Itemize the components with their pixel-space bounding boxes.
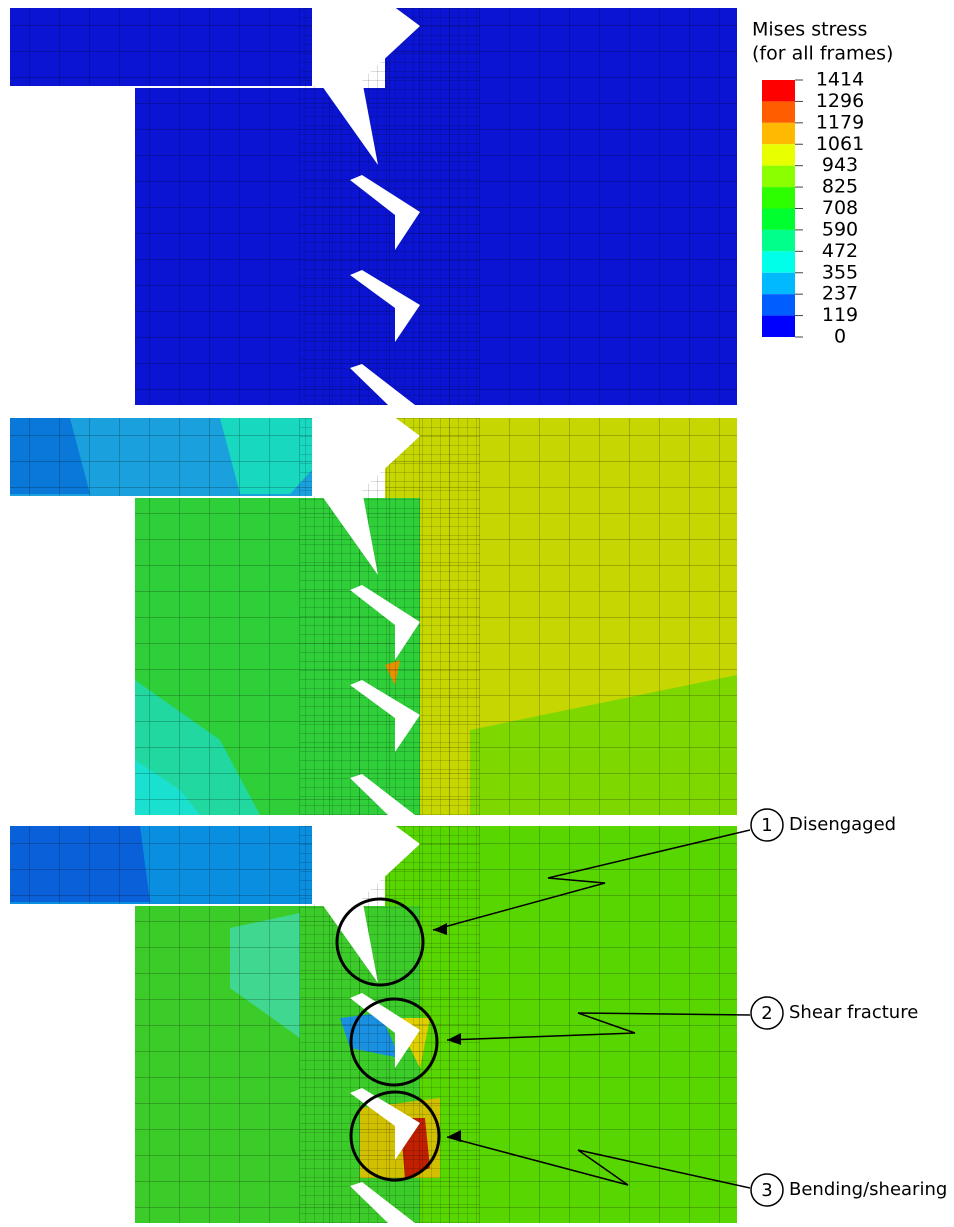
legend-label: 943 — [822, 154, 858, 176]
legend-title: Mises stress — [752, 19, 867, 41]
mesh — [10, 418, 312, 496]
legend-band — [762, 230, 795, 251]
figure: Mises stress(for all frames) 141412961179… — [0, 0, 954, 1223]
legend-band — [762, 144, 795, 165]
annotation-number: 1 — [761, 815, 772, 836]
legend-label: 1179 — [816, 111, 864, 133]
legend-label: 1061 — [816, 133, 864, 155]
annotation-label: Shear fracture — [789, 1002, 918, 1023]
fea-panels — [10, 0, 737, 1223]
legend-band — [762, 294, 795, 315]
mesh — [10, 826, 312, 904]
legend-band — [762, 80, 795, 101]
annotation-number: 3 — [761, 1180, 772, 1201]
legend-label: 1296 — [816, 90, 864, 112]
annotation-label: Bending/shearing — [789, 1179, 947, 1200]
legend-band — [762, 101, 795, 122]
legend: Mises stress(for all frames) 141412961179… — [752, 19, 893, 348]
legend-label: 1414 — [816, 69, 864, 91]
annotation-number: 2 — [761, 1003, 772, 1024]
mesh — [10, 8, 312, 86]
legend-band — [762, 316, 795, 337]
legend-label: 237 — [822, 283, 858, 305]
legend-label: 590 — [822, 218, 858, 240]
annotation-label: Disengaged — [789, 814, 896, 835]
gap — [312, 0, 385, 8]
fea-panel — [10, 0, 737, 405]
gap — [312, 818, 385, 826]
legend-title: (for all frames) — [752, 43, 893, 65]
fea-panel — [10, 818, 737, 1223]
gap — [312, 410, 385, 418]
legend-band — [762, 209, 795, 230]
fea-panel — [10, 410, 737, 815]
legend-label: 119 — [822, 304, 858, 326]
legend-label: 472 — [822, 240, 858, 262]
legend-band — [762, 273, 795, 294]
legend-label: 825 — [822, 176, 858, 198]
legend-band — [762, 166, 795, 187]
legend-label: 355 — [822, 261, 858, 283]
legend-band — [762, 123, 795, 144]
legend-label: 0 — [834, 326, 846, 348]
legend-label: 708 — [822, 197, 858, 219]
legend-band — [762, 187, 795, 208]
legend-band — [762, 251, 795, 272]
